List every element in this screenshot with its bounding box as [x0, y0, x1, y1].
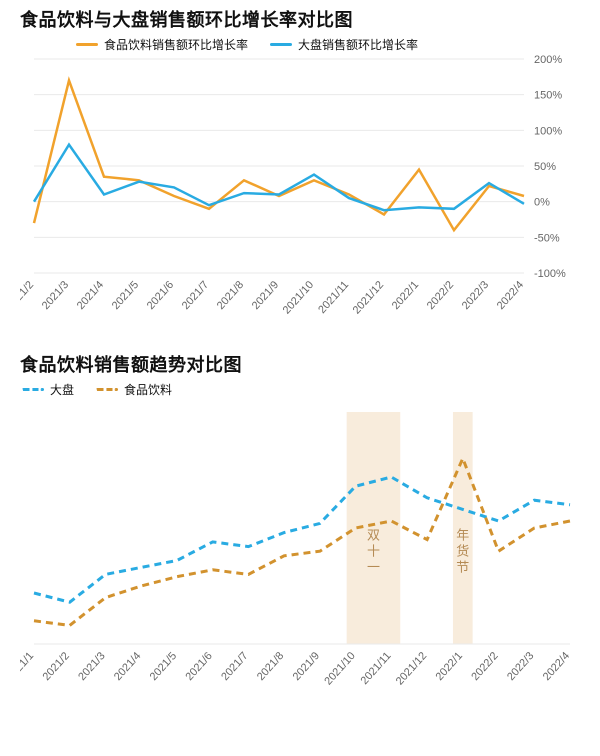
legend-label: 食品饮料	[124, 381, 172, 398]
growth-rate-chart: 食品饮料与大盘销售额环比增长率对比图 食品饮料销售额环比增长率 大盘销售额环比增…	[20, 6, 586, 333]
legend-label: 大盘	[50, 381, 74, 398]
x-tick-label: 2021/1	[20, 650, 36, 683]
x-tick-label: 2021/12	[351, 279, 387, 317]
x-tick-label: 2022/1	[390, 279, 421, 312]
x-tick-label: 2022/4	[541, 650, 572, 683]
x-tick-label: 2021/8	[255, 650, 286, 683]
x-tick-label: 2022/2	[469, 650, 500, 683]
x-tick-label: 2021/10	[322, 650, 358, 688]
legend-item-food-bev-trend: 食品饮料	[96, 381, 172, 398]
y-tick-label: 200%	[534, 54, 562, 66]
sales-trend-chart: 食品饮料销售额趋势对比图 大盘 食品饮料 双十一年货节2021/12021/22…	[20, 351, 586, 704]
chart1-legend: 食品饮料销售额环比增长率 大盘销售额环比增长率	[76, 36, 586, 53]
x-tick-label: 2022/2	[425, 279, 456, 312]
legend-swatch	[270, 43, 292, 46]
series-market_trend	[34, 477, 570, 602]
x-tick-label: 2021/11	[316, 279, 351, 316]
x-tick-label: 2021/4	[112, 650, 143, 683]
x-tick-label: 2021/6	[145, 279, 176, 312]
legend-item-market-trend: 大盘	[22, 381, 74, 398]
band-label: 年	[456, 528, 469, 543]
x-tick-label: 2021/3	[76, 650, 107, 683]
chart2-title: 食品饮料销售额趋势对比图	[20, 351, 586, 377]
x-tick-label: 2021/2	[20, 279, 36, 312]
y-tick-label: 100%	[534, 125, 562, 137]
x-tick-label: 2021/5	[110, 279, 141, 312]
x-tick-label: 2021/2	[41, 650, 72, 683]
legend-swatch	[76, 43, 98, 46]
legend-swatch	[22, 388, 44, 391]
x-tick-label: 2022/3	[460, 279, 491, 312]
y-tick-label: -100%	[534, 268, 566, 280]
x-tick-label: 2021/10	[281, 279, 317, 317]
x-tick-label: 2022/1	[434, 650, 465, 683]
band-label: 货	[456, 544, 469, 559]
band-label: 十	[367, 544, 380, 559]
y-tick-label: 50%	[534, 161, 556, 173]
band-label: 双	[367, 528, 380, 543]
x-tick-label: 2022/4	[495, 279, 526, 312]
x-tick-label: 2021/4	[75, 279, 106, 312]
chart1-title: 食品饮料与大盘销售额环比增长率对比图	[20, 6, 586, 32]
x-tick-label: 2021/11	[359, 650, 394, 687]
x-tick-label: 2021/7	[219, 650, 250, 683]
chart1-plot: -100%-50%0%50%100%150%200%2021/22021/320…	[20, 53, 586, 333]
legend-item-food-bev-growth: 食品饮料销售额环比增长率	[76, 36, 248, 53]
series-food_bev_trend	[34, 458, 570, 625]
y-tick-label: 150%	[534, 90, 562, 102]
legend-item-market-growth: 大盘销售额环比增长率	[270, 36, 418, 53]
band-label: 节	[456, 560, 469, 575]
y-tick-label: -50%	[534, 232, 560, 244]
y-tick-label: 0%	[534, 197, 550, 209]
band-label: 一	[367, 560, 380, 575]
x-tick-label: 2021/3	[40, 279, 71, 312]
x-tick-label: 2021/7	[180, 279, 211, 312]
x-tick-label: 2021/9	[291, 650, 322, 683]
x-tick-label: 2022/3	[505, 650, 536, 683]
legend-label: 大盘销售额环比增长率	[298, 36, 418, 53]
legend-label: 食品饮料销售额环比增长率	[104, 36, 248, 53]
chart2-plot: 双十一年货节2021/12021/22021/32021/42021/52021…	[20, 398, 586, 704]
x-tick-label: 2021/8	[215, 279, 246, 312]
x-tick-label: 2021/12	[394, 650, 430, 688]
x-tick-label: 2021/9	[250, 279, 281, 312]
chart2-legend: 大盘 食品饮料	[22, 381, 586, 398]
legend-swatch	[96, 388, 118, 391]
x-tick-label: 2021/6	[183, 650, 214, 683]
x-tick-label: 2021/5	[148, 650, 179, 683]
